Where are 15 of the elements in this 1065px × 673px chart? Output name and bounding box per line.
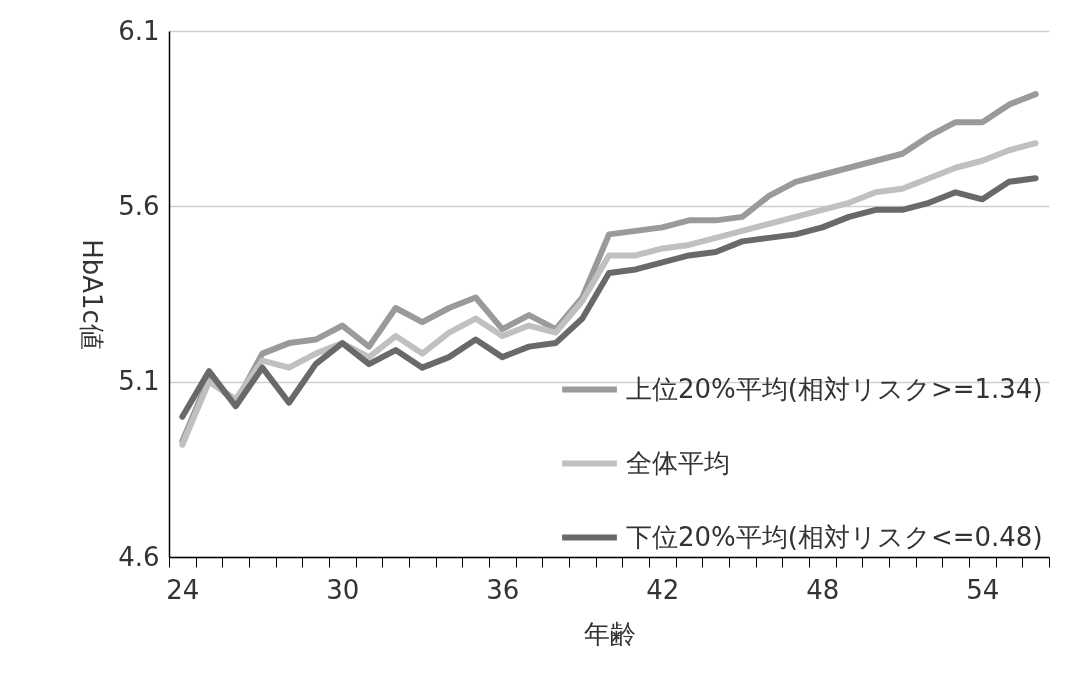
x-tick-label: 54 xyxy=(966,574,1000,605)
legend-label: 下位20%平均(相対リスク<=0.48) xyxy=(626,521,1043,552)
x-tick-label: 30 xyxy=(326,574,360,605)
legend-label: 全体平均 xyxy=(626,447,730,478)
y-tick-label: 5.6 xyxy=(118,190,160,221)
y-tick-label: 6.1 xyxy=(118,15,160,46)
x-tick-label: 36 xyxy=(486,574,520,605)
x-tick-label: 48 xyxy=(806,574,840,605)
x-tick-label: 42 xyxy=(646,574,680,605)
legend-label: 上位20%平均(相対リスク>=1.34) xyxy=(626,373,1043,404)
x-tick-label: 24 xyxy=(166,574,200,605)
y-axis-title: HbA1c値 xyxy=(77,239,108,350)
y-tick-label: 4.6 xyxy=(118,541,160,572)
y-tick-label: 5.1 xyxy=(118,366,160,397)
x-axis-title: 年齢 xyxy=(583,618,636,649)
